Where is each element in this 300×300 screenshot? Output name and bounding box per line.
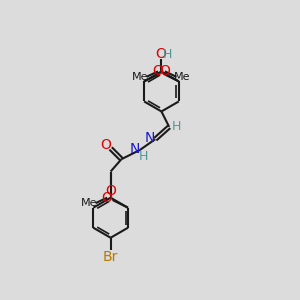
Text: H: H [171,120,181,133]
Text: O: O [100,138,111,152]
Text: O: O [102,191,112,205]
Text: O: O [153,64,164,78]
Text: Br: Br [103,250,118,264]
Text: H: H [138,150,148,163]
Text: O: O [105,184,116,198]
Text: N: N [129,142,140,156]
Text: Me: Me [174,72,191,82]
Text: N: N [145,131,155,146]
Text: O: O [155,47,166,61]
Text: Me: Me [132,72,148,82]
Text: Me: Me [81,198,98,208]
Text: O: O [160,64,170,78]
Text: H: H [163,48,172,61]
